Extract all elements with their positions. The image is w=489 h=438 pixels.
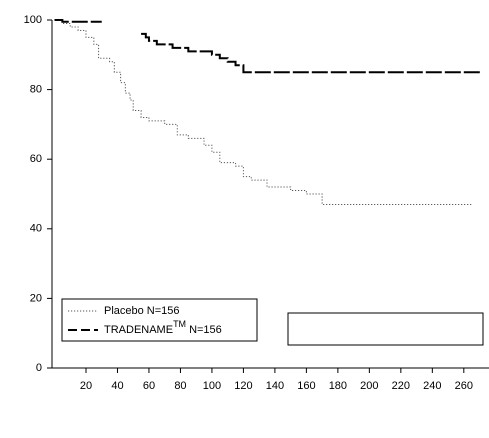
y-tick-label: 20 [30, 292, 42, 304]
legend-name: Placebo N=156 [104, 305, 180, 317]
legend-box [61, 298, 258, 342]
x-tick-label: 40 [111, 380, 123, 392]
x-tick-label: 160 [297, 380, 315, 392]
legend-sup: TM [173, 319, 186, 329]
y-tick-label: 0 [36, 362, 42, 374]
x-tick-label: 240 [423, 380, 441, 392]
survival-curve [54, 19, 472, 205]
x-tick-label: 140 [266, 380, 284, 392]
x-tick-label: 180 [329, 380, 347, 392]
y-tick-label: 60 [30, 153, 42, 165]
x-tick-label: 60 [143, 380, 155, 392]
y-tick-label: 80 [30, 84, 42, 96]
x-tick-label: 120 [234, 380, 252, 392]
empty-box [287, 312, 484, 346]
x-tick-label: 20 [80, 380, 92, 392]
x-tick-label: 260 [455, 380, 473, 392]
survival-curve [54, 19, 483, 74]
y-tick-label: 100 [24, 14, 42, 26]
legend-label: TRADENAMETM N=156 [104, 319, 222, 336]
x-tick-label: 80 [174, 380, 186, 392]
y-tick-label: 40 [30, 223, 42, 235]
x-tick-label: 200 [360, 380, 378, 392]
x-tick-label: 220 [392, 380, 410, 392]
legend-rest: N=156 [189, 324, 222, 336]
legend-name: TRADENAME [104, 324, 173, 336]
legend-label: Placebo N=156 [104, 305, 180, 317]
x-tick-label: 100 [203, 380, 221, 392]
